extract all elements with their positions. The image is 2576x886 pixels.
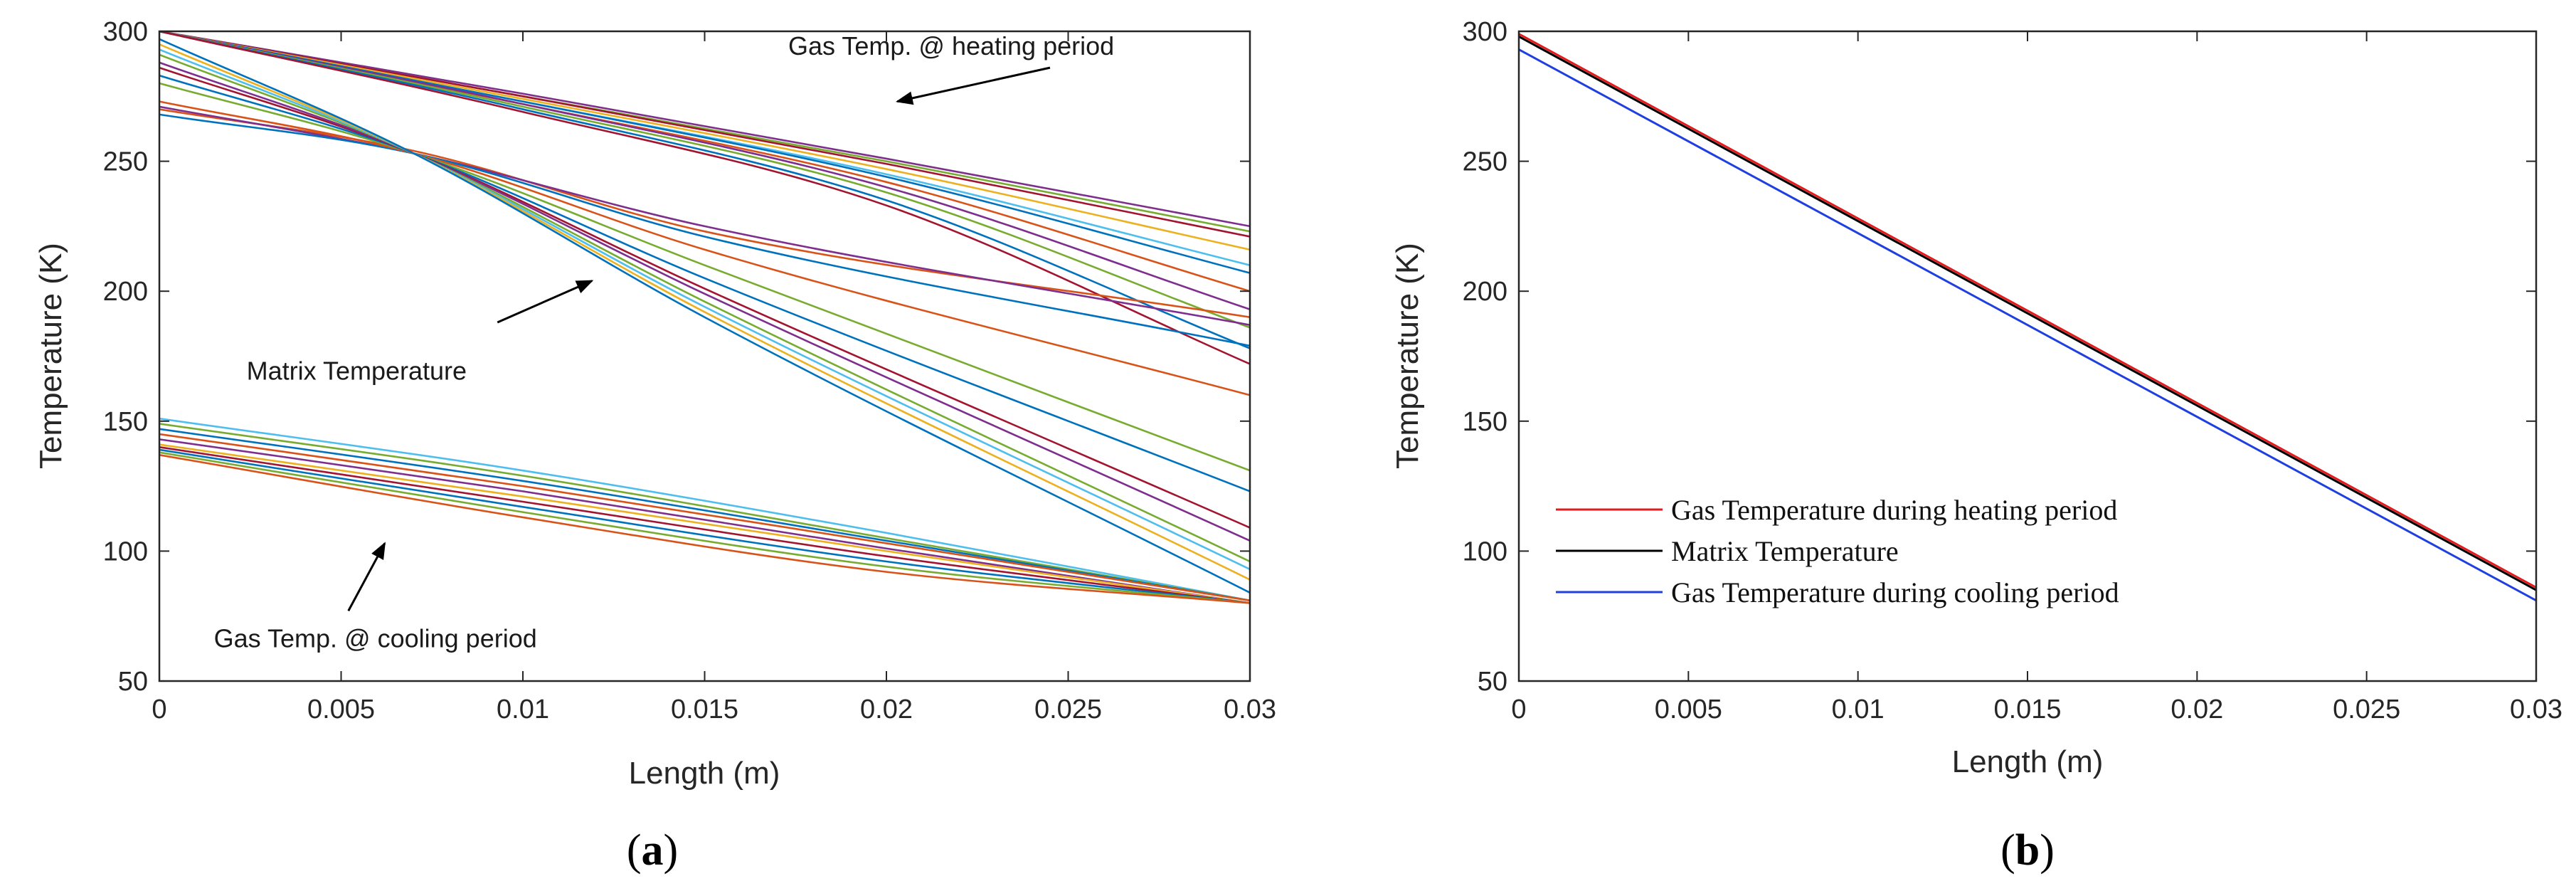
line-heating-a <box>159 31 1250 251</box>
line-cooling-a <box>159 448 1250 604</box>
line-cooling-a <box>159 423 1250 602</box>
y-tick-label-b: 200 <box>1463 277 1507 307</box>
x-tick-label-a: 0.02 <box>860 695 913 724</box>
chart-b: 0 0.005 0.01 0.015 0.02 0.025 0.03 50 100 150 200 2… <box>1390 17 2562 875</box>
line-heating-a <box>159 31 1250 238</box>
legend-b: Gas Temperature during heating period Mat… <box>1556 494 2119 608</box>
x-tick-label-a: 0 <box>152 695 166 724</box>
annotation-arrow-1 <box>895 66 1051 105</box>
ticks-a: 0 0.005 0.01 0.015 0.02 0.025 0.03 50 100 150 200 2… <box>103 17 1276 724</box>
legend-entry-2: Matrix Temperature <box>1671 535 1899 567</box>
y-tick-label-a: 100 <box>103 537 148 566</box>
line-heating-a <box>159 31 1250 274</box>
y-axis-label-a: Temperature (K) <box>33 243 68 469</box>
y-tick-label-a: 200 <box>103 277 148 307</box>
line-cooling-a <box>159 451 1250 604</box>
annotation-arrow-2 <box>497 280 594 324</box>
line-matrix-a <box>159 108 1250 319</box>
line-matrix-a <box>159 82 1250 472</box>
line-cooling-a <box>159 443 1250 604</box>
annotation-text-1: Gas Temp. @ heating period <box>788 31 1114 60</box>
x-tick-label-b: 0 <box>1511 695 1526 724</box>
y-tick-label-a: 300 <box>103 17 148 47</box>
line-matrix-a <box>159 100 1250 396</box>
x-tick-label-b: 0.005 <box>1655 695 1722 724</box>
x-tick-label-a: 0.005 <box>307 695 375 724</box>
line-cooling-a <box>159 428 1250 602</box>
y-tick-label-b: 50 <box>1478 667 1507 697</box>
line-matrix-a <box>159 105 1250 326</box>
line-cooling-a <box>159 453 1250 604</box>
y-tick-label-b: 150 <box>1463 407 1507 437</box>
line-cooling-a <box>159 433 1250 602</box>
line-heating-a <box>159 31 1250 329</box>
y-axis-label-b: Temperature (K) <box>1390 243 1425 469</box>
x-tick-label-a: 0.01 <box>497 695 549 724</box>
y-tick-label-a: 250 <box>103 147 148 177</box>
annotation-arrow-3 <box>347 542 386 612</box>
line-cooling-a <box>159 438 1250 604</box>
line-matrix-a <box>159 74 1250 492</box>
line-series-1-b <box>1518 33 2537 589</box>
line-series-3-b <box>1518 48 2537 602</box>
line-heating-a <box>159 31 1250 228</box>
y-tick-label-a: 150 <box>103 407 148 437</box>
x-tick-label-b: 0.03 <box>2510 695 2562 724</box>
line-cooling-a <box>159 417 1250 602</box>
plot-area-b <box>1519 31 2536 681</box>
line-heating-a <box>159 31 1250 365</box>
line-heating-a <box>159 31 1250 349</box>
annotations-a: Gas Temp. @ heating period Matrix Tempera… <box>214 31 1115 653</box>
x-tick-label-a: 0.03 <box>1224 695 1276 724</box>
y-tick-label-a: 50 <box>118 667 148 697</box>
panel-label-b: (b) <box>2000 826 2055 875</box>
annotation-text-3: Gas Temp. @ cooling period <box>214 624 537 653</box>
legend-entry-3: Gas Temperature during cooling period <box>1671 576 2119 608</box>
series-lines-a <box>159 31 1250 604</box>
line-series-2-b <box>1518 35 2537 591</box>
y-tick-label-b: 100 <box>1463 537 1507 566</box>
annotation-text-2: Matrix Temperature <box>247 356 467 385</box>
ticks-b: 0 0.005 0.01 0.015 0.02 0.025 0.03 50 100 150 200 2… <box>1463 17 2562 724</box>
line-matrix-a <box>159 38 1250 594</box>
line-heating-a <box>159 31 1250 310</box>
y-tick-label-b: 300 <box>1463 17 1507 47</box>
line-matrix-a <box>159 61 1250 542</box>
x-tick-label-a: 0.025 <box>1034 695 1102 724</box>
x-axis-label-a: Length (m) <box>629 756 780 791</box>
y-tick-label-b: 250 <box>1463 147 1507 177</box>
line-matrix-a <box>159 66 1250 529</box>
x-tick-label-b: 0.01 <box>1832 695 1885 724</box>
panel-label-a: (a) <box>627 826 678 875</box>
x-tick-label-b: 0.025 <box>2333 695 2400 724</box>
x-tick-label-b: 0.02 <box>2170 695 2223 724</box>
series-lines-b <box>1518 33 2537 602</box>
line-matrix-a <box>159 43 1250 581</box>
line-matrix-a <box>159 113 1250 347</box>
x-tick-label-a: 0.015 <box>671 695 738 724</box>
legend-entry-1: Gas Temperature during heating period <box>1671 494 2117 526</box>
line-matrix-a <box>159 48 1250 571</box>
line-cooling-a <box>159 446 1250 604</box>
line-matrix-a <box>159 53 1250 563</box>
x-tick-label-b: 0.015 <box>1993 695 2061 724</box>
x-axis-label-b: Length (m) <box>1952 744 2104 779</box>
chart-a: 0 0.005 0.01 0.015 0.02 0.025 0.03 50 100 150 200 2… <box>33 17 1276 875</box>
